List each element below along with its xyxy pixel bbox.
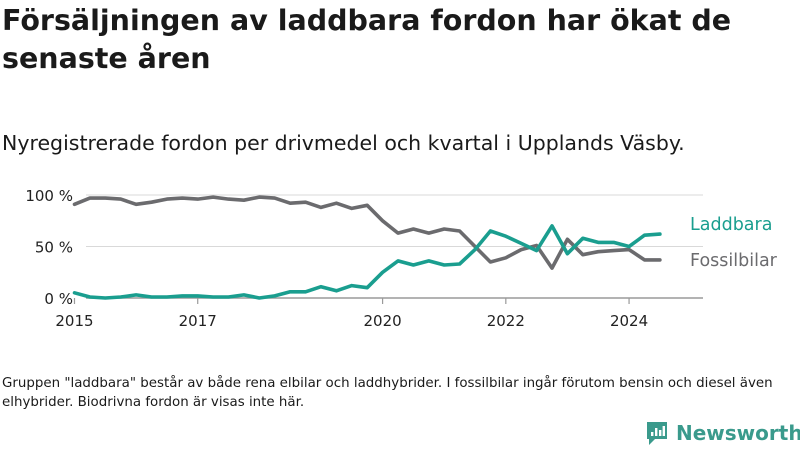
x-tick-label: 2017 [179,312,217,330]
brand-logo[interactable]: Newsworthy [645,419,800,447]
chart-subtitle: Nyregistrerade fordon per drivmedel och … [2,131,685,155]
series-line-fossilbilar [72,195,662,270]
gridlines [86,194,703,299]
brand-name: Newsworthy [676,421,800,445]
x-tick-label: 2024 [610,312,648,330]
x-tick-label: 2022 [487,312,525,330]
y-tick-label: 0 % [44,290,73,308]
newsworthy-logo-icon [647,422,667,445]
x-tick-label: 2020 [363,312,401,330]
footnote: Gruppen "laddbara" består av både rena e… [2,376,773,410]
y-tick-label: 50 % [35,239,73,257]
series-label-fossilbilar: Fossilbilar [690,251,778,271]
x-tick-label: 2015 [55,312,93,330]
y-axis-ticks: 0 % 50 % 100 % [25,187,73,308]
series-lines [72,195,662,300]
line-chart: 0 % 50 % 100 % 2015 2017 2020 2022 2024 Laddba… [25,187,778,330]
series-labels: Laddbara Fossilbilar [690,215,778,271]
series-line-laddbara [72,224,662,300]
y-tick-label: 100 % [25,187,73,205]
series-label-laddbara: Laddbara [690,215,772,235]
x-axis-ticks: 2015 2017 2020 2022 2024 [55,298,648,330]
chart-title: Försäljningen av laddbara fordon har öka… [2,4,732,75]
